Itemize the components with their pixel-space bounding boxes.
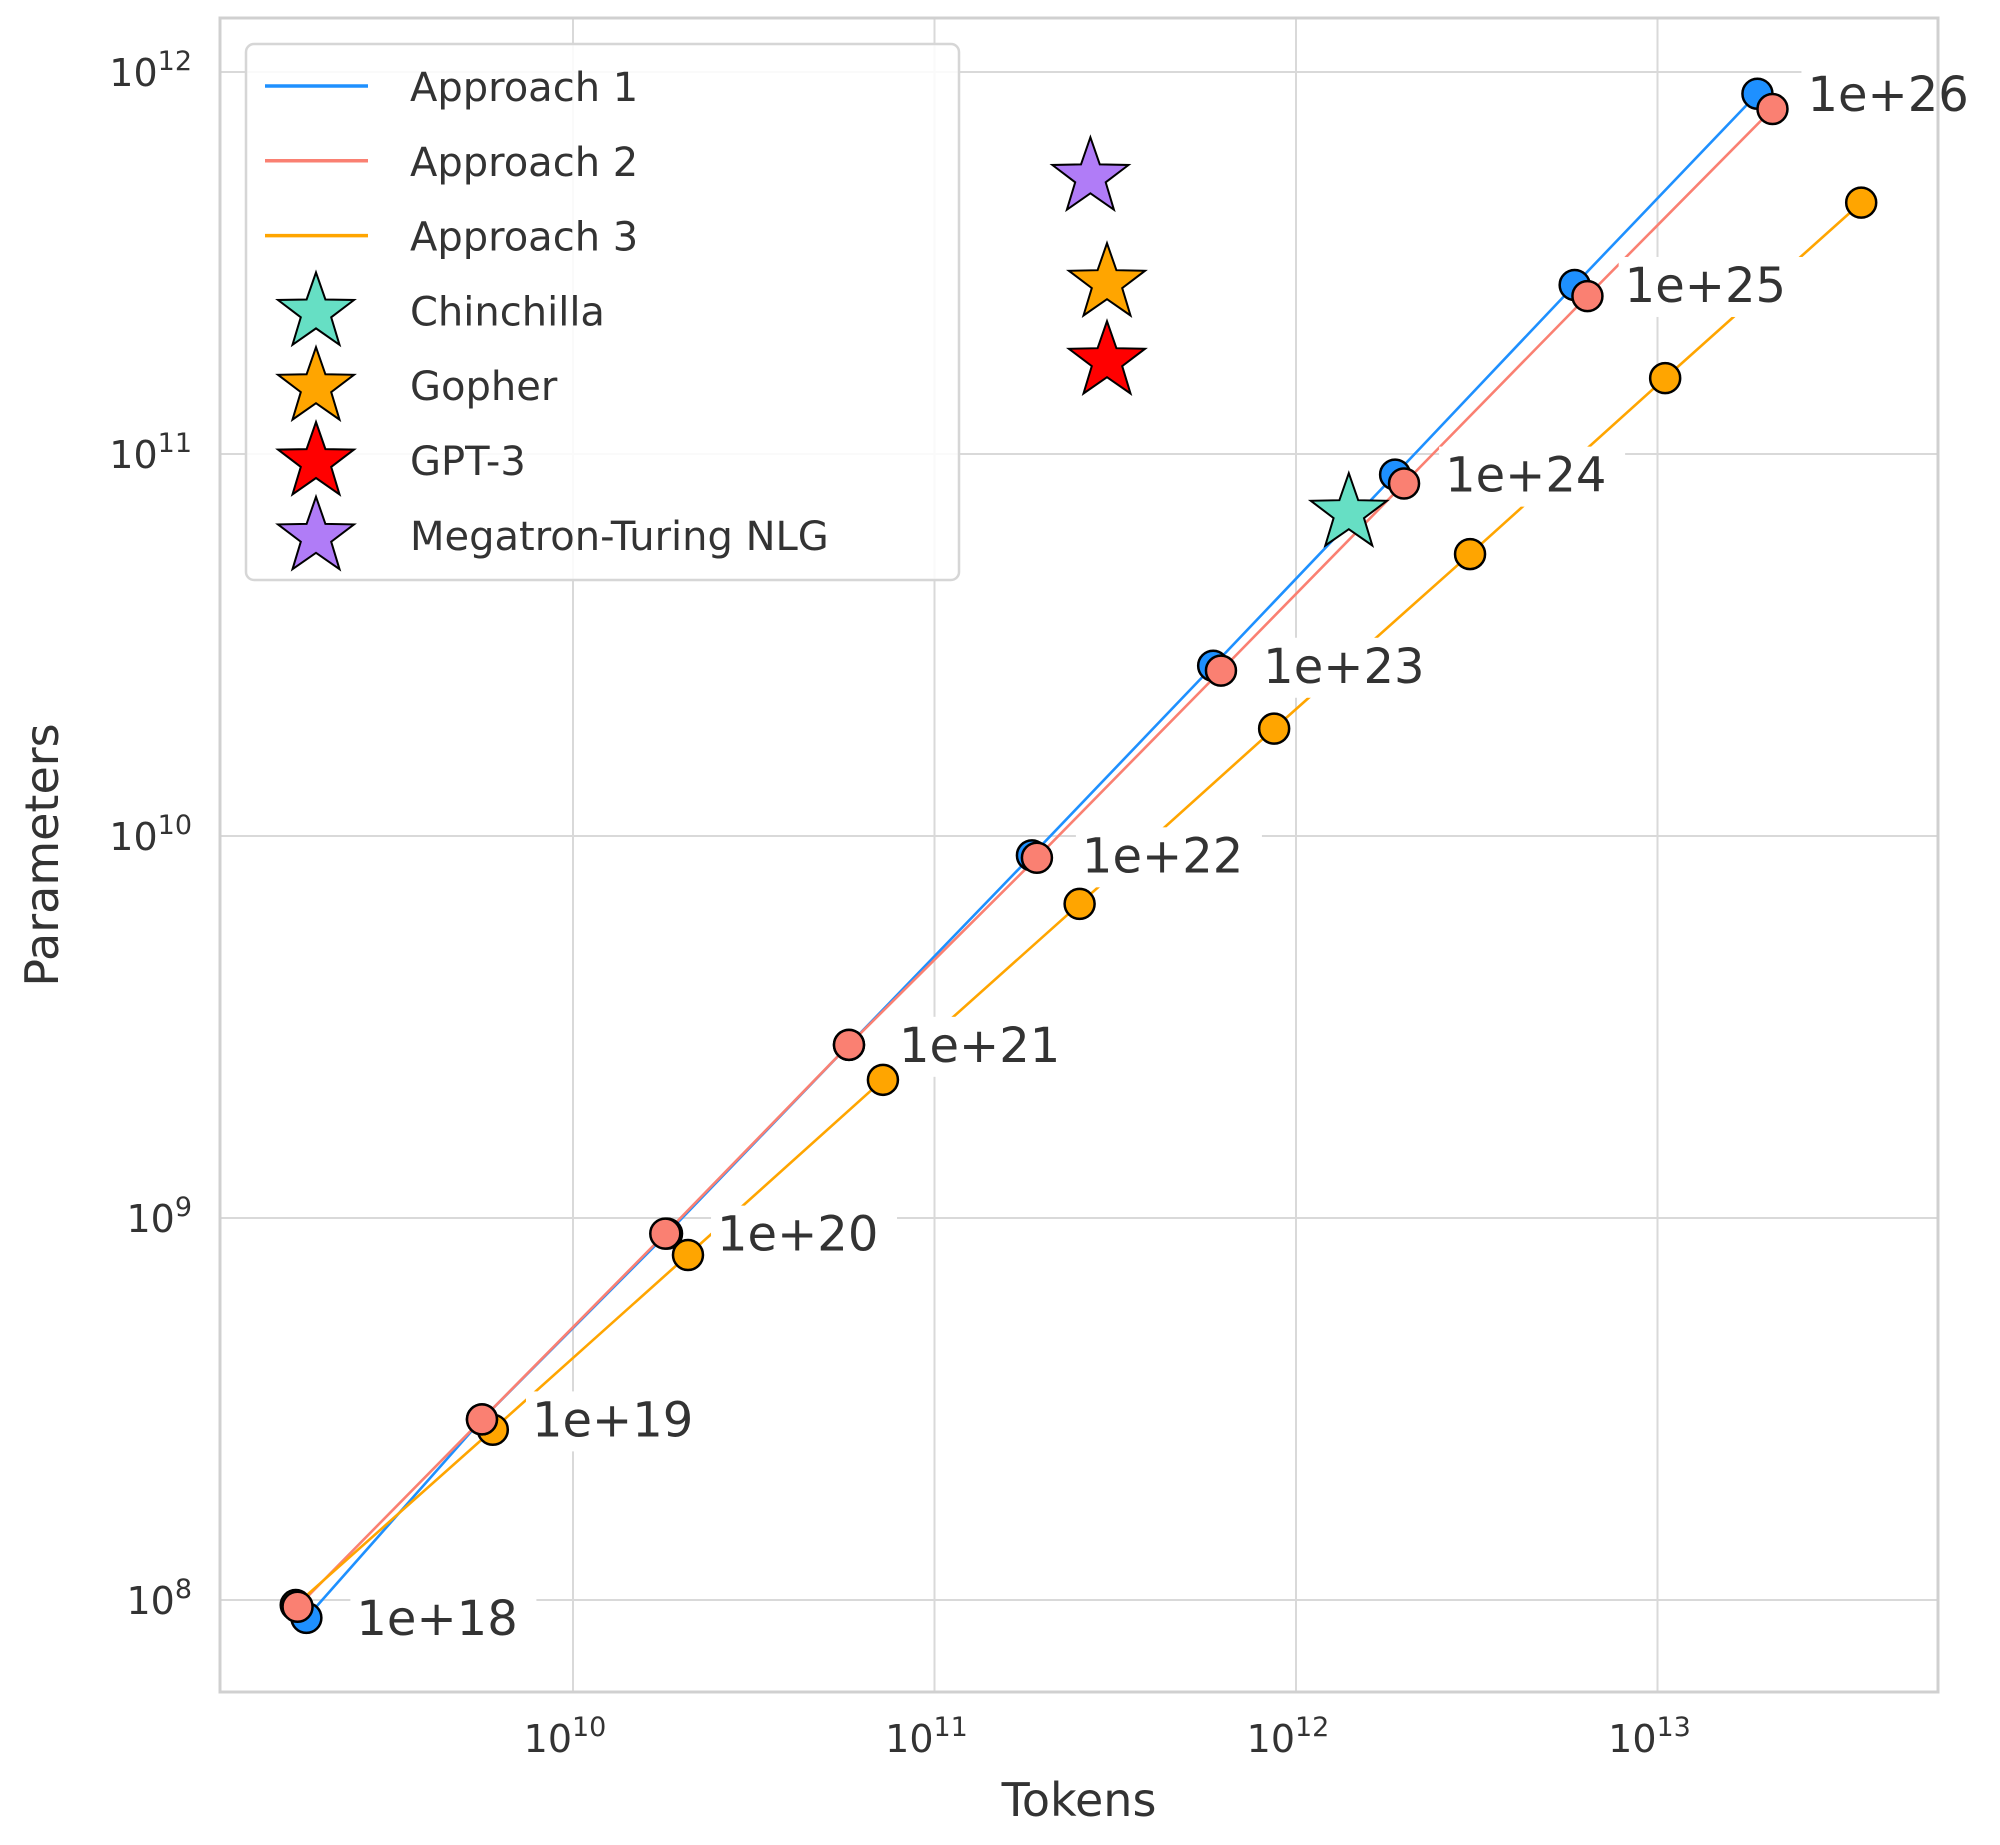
y-tick-label: 1011: [109, 428, 192, 477]
compute-label: 1e+22: [1082, 828, 1243, 884]
compute-label-background: [892, 1016, 1079, 1077]
model-stars: [1049, 134, 1390, 548]
compute-label: 1e+25: [1625, 258, 1786, 314]
data-point-approach-3: [671, 1238, 705, 1272]
compute-label: 1e+21: [899, 1018, 1060, 1074]
star-marker-megatron-turing-nlg: [1049, 134, 1132, 213]
compute-label-background: [1439, 446, 1626, 507]
legend-label: Approach 3: [410, 215, 638, 261]
compute-label-background: [711, 1205, 898, 1266]
star-marker-chinchilla: [1307, 470, 1390, 548]
compute-label-background: [1801, 65, 1988, 126]
legend-label: GPT-3: [410, 439, 526, 485]
legend-label: Megatron-Turing NLG: [410, 514, 829, 560]
y-tick-label: 1012: [109, 46, 192, 95]
data-point-approach-3: [1257, 712, 1291, 745]
x-tick-label: 1010: [524, 1712, 607, 1761]
compute-label-background: [1618, 256, 1805, 317]
data-point-approach-3: [1063, 887, 1096, 921]
compute-label-background: [1075, 827, 1262, 888]
legend-label: Approach 2: [410, 140, 638, 186]
compute-label-background: [525, 1391, 712, 1452]
compute-label: 1e+24: [1445, 448, 1606, 504]
legend: Approach 1 Approach 2 Approach 3 Chinchilla…: [244, 42, 961, 582]
data-point-approach-3: [866, 1063, 900, 1097]
legend-star-icon: [275, 344, 357, 423]
x-tick-label: 1013: [1608, 1712, 1691, 1761]
compute-label-background: [1257, 637, 1444, 698]
y-tick-label: 109: [126, 1192, 192, 1241]
data-point-approach-2: [1756, 92, 1789, 126]
data-point-approach-2: [1204, 654, 1238, 687]
legend-star-icon: [275, 493, 357, 572]
compute-label: 1e+19: [532, 1392, 693, 1448]
star-marker-gpt-3: [1065, 318, 1148, 396]
compute-label: 1e+20: [717, 1207, 878, 1263]
x-axis-label: Tokens: [1001, 1773, 1157, 1827]
data-point-approach-2: [281, 1590, 314, 1624]
compute-label: 1e+26: [1807, 67, 1968, 123]
data-point-approach-2: [1571, 279, 1604, 313]
star-marker-gopher: [1065, 240, 1148, 318]
axes-frame: [218, 16, 1940, 1694]
legend-label: Chinchilla: [410, 289, 605, 335]
data-point-approach-3: [1648, 361, 1682, 395]
legend-label: Approach 1: [410, 65, 638, 111]
compute-labels: 1e+18 1e+19 1e+20 1e+21 1e+22 1e+23 1e+24 1e+25…: [350, 65, 1988, 1650]
x-tick-label: 1011: [885, 1712, 968, 1761]
y-tick-label: 1010: [109, 810, 192, 859]
data-point-approach-3: [1453, 537, 1487, 571]
data-point-approach-2: [832, 1028, 866, 1062]
legend-label: Gopher: [410, 364, 558, 410]
legend-box: [244, 42, 961, 582]
data-point-approach-2: [1020, 841, 1054, 875]
legend-star-icon: [275, 269, 357, 348]
x-tick-label: 1012: [1247, 1712, 1330, 1761]
compute-label: 1e+23: [1263, 639, 1424, 695]
data-point-approach-2: [1387, 467, 1421, 500]
data-point-approach-2: [465, 1403, 499, 1436]
compute-label-background: [350, 1589, 537, 1650]
series-points: [279, 77, 1878, 1635]
compute-label: 1e+18: [356, 1591, 517, 1647]
tick-labels: 1010 1011 1012 1013 108 109 1010 1011 1012: [109, 46, 1691, 1761]
y-tick-label: 108: [126, 1574, 192, 1623]
data-point-approach-3: [1844, 186, 1878, 219]
y-axis-label: Parameters: [15, 723, 69, 986]
legend-star-icon: [275, 418, 357, 497]
data-point-approach-2: [649, 1217, 682, 1250]
